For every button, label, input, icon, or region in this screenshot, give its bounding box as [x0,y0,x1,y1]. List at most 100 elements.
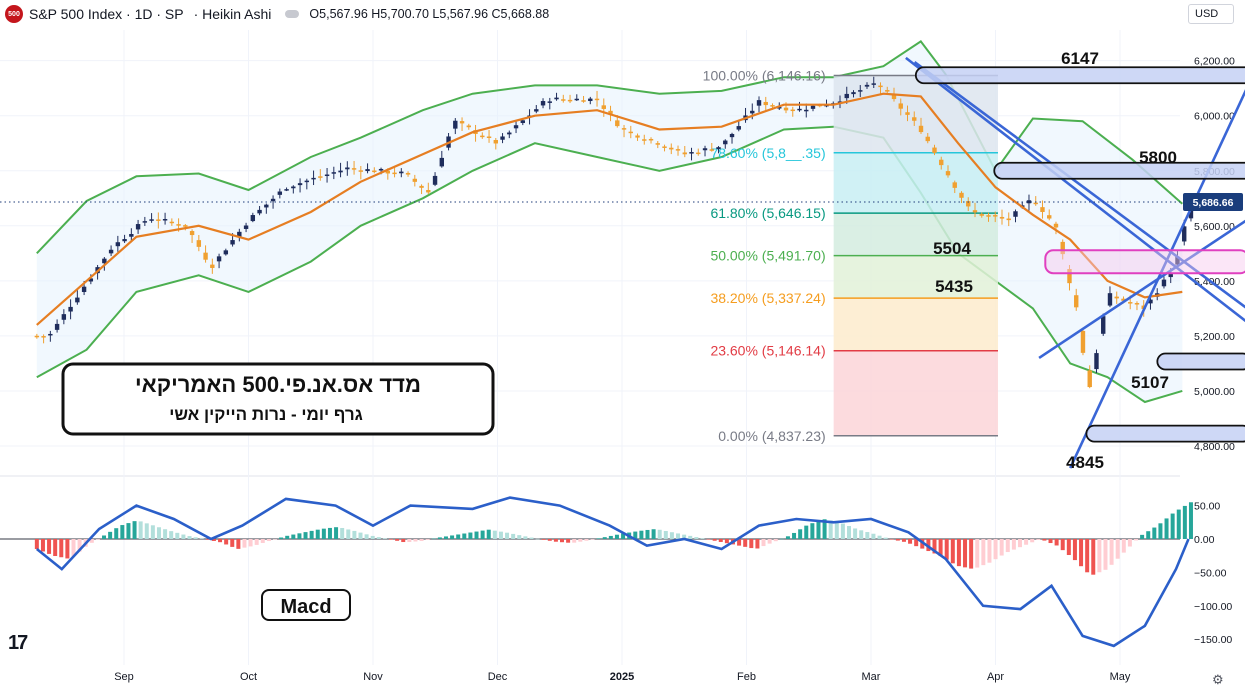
chart-style-label[interactable]: · Heikin Ashi [193,6,272,22]
fibonacci-retracement: 100.00% (6,146.16) 78.60% (5,8__.35) 61.80… [703,67,998,444]
candle [1161,276,1167,289]
candle [534,105,539,114]
candle-body [1182,226,1187,242]
candle-body [439,157,445,167]
candle [999,209,1005,225]
x-tick-label: Apr [987,671,1004,683]
price-zones: 6147 5800 5107 4845 [914,49,1245,472]
macd-histogram-bar [59,539,64,558]
candle [581,95,586,103]
currency-selector[interactable]: USD [1188,4,1234,24]
macd-histogram-bar [590,539,595,540]
candle-body [189,231,195,236]
macd-y-tick-label: 50.00 [1194,501,1220,513]
candle [169,218,175,226]
fib-level-label: 61.80% (5,646.15) [710,205,825,221]
macd-histogram-bar [346,529,351,539]
tradingview-logo-icon: 17 [8,632,28,654]
candle [459,117,465,132]
candle [486,129,492,143]
candle-body [297,183,303,186]
currency-label: USD [1195,8,1219,20]
macd-histogram-bar [389,539,394,540]
candle [115,235,121,252]
x-tick-label: 2025 [610,671,634,683]
price-zone-box [993,161,1245,180]
macd-histogram-bar [700,538,705,539]
macd-histogram-bar [334,527,339,539]
macd-histogram-bar [1066,539,1071,556]
macd-histogram-bar [969,539,974,569]
symbol-title[interactable]: S&P 500 Index · 1D · SP [29,6,184,22]
candle-body [513,125,519,129]
candle [426,182,431,195]
visibility-toggle-icon[interactable] [285,10,300,18]
macd-histogram-bar [407,539,412,542]
macd-histogram-bar [895,539,900,541]
fib-zone [833,255,998,299]
candle [1026,194,1032,211]
candle-body [419,185,424,188]
macd-histogram-bar [822,519,827,539]
fib-level-label: 78.60% (5,8__.35) [710,145,825,161]
macd-histogram-bar [492,530,497,539]
candle-body [237,231,242,237]
settings-gear-icon[interactable]: ⚙ [1212,672,1224,687]
candle [905,105,910,122]
candle-body [581,100,586,102]
candle-body [898,103,903,109]
candle-body [378,168,384,171]
candle [628,125,633,139]
candle-body [257,209,262,214]
macd-histogram-bar [474,531,479,539]
macd-histogram-bar [468,532,473,539]
macd-histogram-bar [156,527,161,539]
candle [932,144,937,156]
candle [189,229,195,243]
last-price-tag [1183,192,1243,211]
macd-histogram-bar [1060,539,1065,551]
macd-histogram-bar [138,521,143,539]
bollinger-upper-line [36,40,1183,254]
annotation-frame [61,362,495,436]
candle-body [48,333,53,336]
candle [966,197,971,211]
fib-level-label: 23.60% (5,146.14) [710,343,825,359]
macd-histogram-bar [175,532,180,539]
macd-histogram-bar [1072,539,1077,561]
macd-histogram-bar [932,539,937,554]
candle [108,245,114,257]
candle-body [1114,296,1119,299]
candle-body [68,306,73,312]
candle-body [723,140,728,145]
candle-body [858,90,863,92]
candle [351,160,357,175]
descending-trendline-upper [905,56,1245,323]
candle-body [864,84,870,87]
candle [61,309,67,325]
candle [291,185,296,194]
candle-body [176,224,181,226]
candle [1013,209,1018,223]
macd-histogram-bar [828,520,833,539]
candle-body [1060,241,1065,255]
macd-histogram-bar [792,532,797,539]
candle-body [81,286,87,293]
macd-y-tick-label: −100.00 [1194,601,1232,613]
candle [34,333,40,339]
candle [655,141,660,149]
candle-body [736,126,741,130]
macd-histogram-bar [889,539,894,540]
candle-body [162,219,168,221]
macd-histogram-bar [572,539,577,543]
candle-body [932,147,937,153]
candle-body [1094,353,1099,370]
candle-body [939,159,944,166]
macd-histogram-bar [566,539,571,543]
macd-histogram-bar [40,539,45,552]
candle-body [331,172,337,174]
candle-body [1053,223,1059,228]
macd-histogram-bar [865,532,870,539]
macd-histogram-bar [266,539,271,542]
